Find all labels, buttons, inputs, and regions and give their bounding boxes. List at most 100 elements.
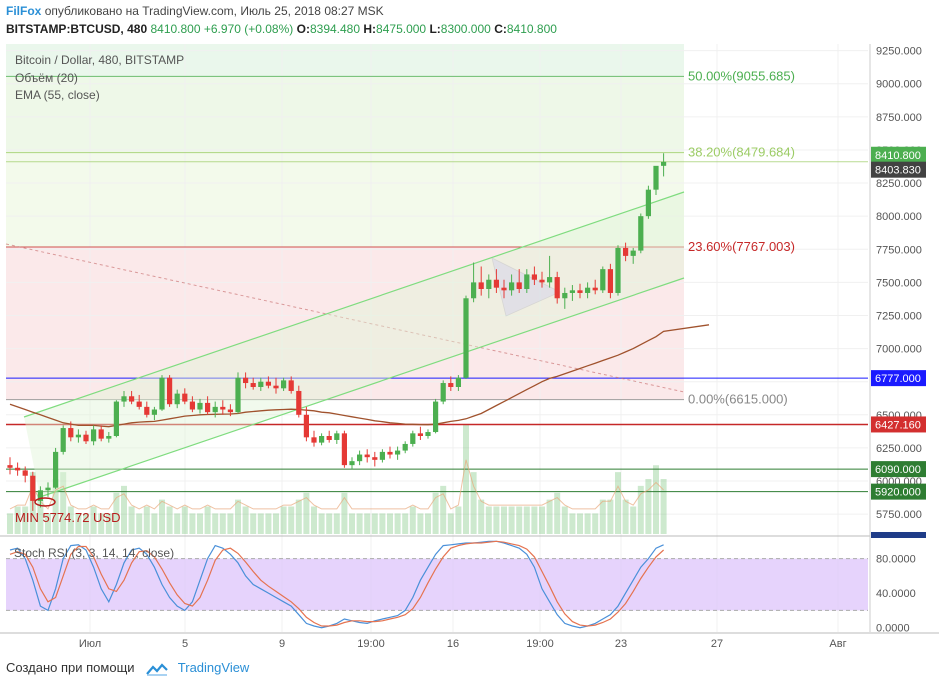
volume-bar (622, 499, 629, 534)
y-tick-label: 8750.000 (876, 112, 922, 124)
volume-bar (257, 513, 264, 534)
candle-body (129, 396, 135, 402)
candle-body (463, 298, 469, 378)
volume-bar (311, 506, 317, 534)
x-tick-label: 23 (615, 638, 627, 650)
stoch-line-k (9, 540, 664, 629)
candle-body (182, 393, 188, 402)
candle-body (569, 290, 575, 293)
low-value: 8300.000 (440, 22, 491, 36)
volume-bar (599, 499, 606, 534)
volume-bar (478, 499, 485, 534)
volume-bar (394, 513, 401, 534)
volume-bar (455, 506, 462, 534)
price-label: 6777.000 (875, 373, 921, 385)
candle-body (189, 401, 195, 410)
volume-bar (523, 506, 530, 534)
volume-bar (303, 492, 310, 534)
volume-bar (470, 472, 477, 534)
volume-bar (265, 513, 272, 534)
volume-bar (379, 513, 386, 534)
high-label: H: (363, 22, 377, 36)
candle-body (638, 216, 644, 251)
volume-bar (212, 513, 219, 534)
candle-body (615, 247, 621, 293)
candle-body (539, 279, 545, 283)
volume-bar (121, 485, 127, 534)
stoch-tick-label: 40.0000 (876, 588, 916, 600)
y-tick-label: 7000.000 (876, 344, 922, 356)
x-tick-label: Июл (79, 638, 101, 650)
candle-body (402, 443, 408, 451)
candle-body (372, 457, 378, 460)
volume-bar (630, 506, 637, 534)
fib-label: 38.20%(8479.684) (688, 145, 795, 160)
price-chart[interactable]: 50.00%(9055.685) 38.20%(8479.684) 23.60%(7… (0, 0, 939, 656)
candle-body (151, 409, 157, 415)
volume-bar (250, 513, 257, 534)
price-label: 6090.000 (875, 464, 921, 476)
y-tick-label: 8250.000 (876, 178, 922, 190)
candle-body (516, 282, 522, 289)
volume-bar (440, 485, 447, 534)
author-name[interactable]: FilFox (6, 4, 42, 18)
volume-bar (181, 506, 188, 534)
volume-bar (90, 506, 97, 534)
candle-body (212, 406, 218, 413)
volume-bar (417, 513, 424, 534)
candle-body (486, 279, 492, 289)
volume-bar (45, 513, 51, 534)
volume-bar (569, 513, 576, 534)
made-with-text: Создано при помощи (6, 660, 135, 675)
tradingview-link[interactable]: TradingView (177, 660, 250, 675)
volume-bar (227, 513, 234, 534)
candle-body (364, 454, 370, 458)
candle-body (630, 250, 636, 256)
volume-bar (645, 479, 652, 534)
volume-bar (531, 506, 538, 534)
volume-bar (159, 499, 165, 534)
fib-zone-50 (6, 76, 684, 153)
candle-body (136, 401, 142, 407)
stoch-line-d (9, 540, 665, 627)
volume-bar (637, 485, 644, 534)
price-change: +6.970 (+0.08%) (203, 22, 294, 36)
volume-bar (349, 513, 355, 534)
volume-bar (204, 506, 211, 534)
volume-bar (425, 513, 431, 534)
volume-bar (546, 499, 553, 534)
y-tick-label: 7500.000 (876, 277, 922, 289)
y-tick-label: 9000.000 (876, 79, 922, 91)
volume-bar (660, 479, 667, 534)
candle-body (379, 451, 385, 460)
volume-bar (288, 506, 295, 534)
candle-body (410, 433, 416, 444)
volume-bar (136, 513, 143, 534)
candle-body (501, 287, 507, 291)
candle-body (319, 436, 325, 443)
channel-fill (24, 192, 684, 497)
volume-bar (295, 499, 302, 534)
candle-body (349, 461, 355, 466)
publish-info: опубликовано на TradingView.com, Июль 25… (44, 4, 384, 18)
volume-bar (235, 499, 241, 534)
volume-bar (98, 513, 105, 534)
volume-bar (105, 513, 112, 534)
candle-body (243, 377, 249, 384)
volume-bar (219, 513, 226, 534)
stoch-tick-label: 80.0000 (876, 554, 916, 566)
candle-body (395, 450, 401, 455)
stoch-tick-label: 0.0000 (876, 623, 910, 635)
candle-body (341, 433, 347, 466)
volume-bar (539, 506, 545, 534)
candle-body (235, 377, 241, 413)
volume-bar (166, 506, 173, 534)
candle-body (98, 429, 104, 439)
volume-bar (197, 513, 203, 534)
volume-bar (493, 506, 500, 534)
volume-bar (67, 506, 74, 534)
candle-body (509, 282, 515, 291)
low-label: L: (429, 22, 441, 36)
price-label-box (871, 146, 926, 163)
candle-body (37, 490, 43, 501)
